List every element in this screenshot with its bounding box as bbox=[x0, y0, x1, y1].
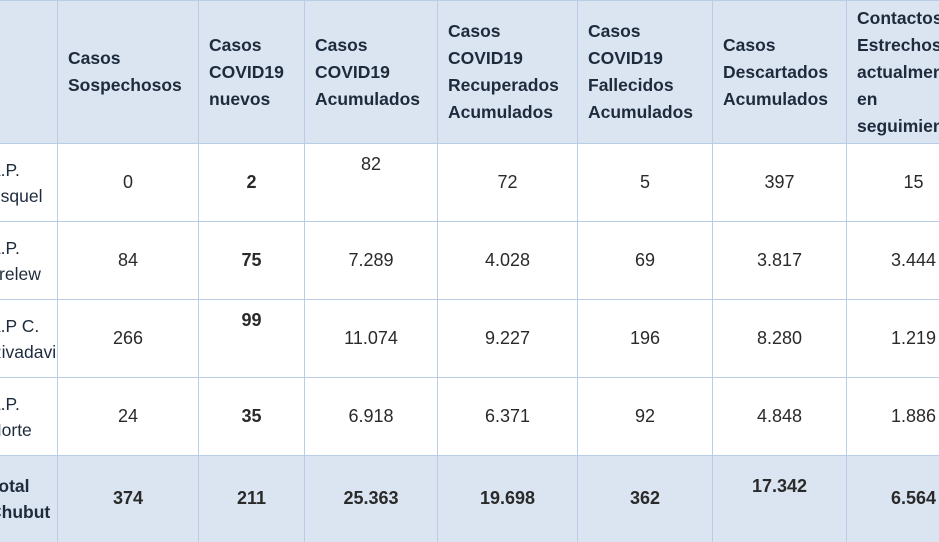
total-cell: 374 bbox=[58, 456, 199, 542]
table-cell: 0 bbox=[58, 144, 199, 222]
table-cell: 3.444 bbox=[847, 222, 939, 300]
header-fallecidos-acumulados: Casos COVID19 Fallecidos Acumulados bbox=[578, 1, 713, 144]
table-row: A.P C. Rivadavia 266 99 11.074 9.227 196… bbox=[0, 300, 939, 378]
header-casos-acumulados: Casos COVID19 Acumulados bbox=[305, 1, 438, 144]
table-cell: 69 bbox=[578, 222, 713, 300]
row-label-total-chubut: Total Chubut bbox=[0, 456, 58, 542]
table-cell: 266 bbox=[58, 300, 199, 378]
table-cell: 4.848 bbox=[713, 378, 847, 456]
total-cell: 362 bbox=[578, 456, 713, 542]
table-cell: 75 bbox=[199, 222, 305, 300]
table-cell: 196 bbox=[578, 300, 713, 378]
table-cell: 8.280 bbox=[713, 300, 847, 378]
table-cell: 5 bbox=[578, 144, 713, 222]
header-recuperados-acumulados: Casos COVID19 Recuperados Acumulados bbox=[438, 1, 578, 144]
total-row: Total Chubut 374 211 25.363 19.698 362 1… bbox=[0, 456, 939, 542]
table-cell: 99 bbox=[199, 300, 305, 378]
table-cell: 15 bbox=[847, 144, 939, 222]
row-label-trelew: A.P. Trelew bbox=[0, 222, 58, 300]
table-cell: 397 bbox=[713, 144, 847, 222]
table-cell: 6.371 bbox=[438, 378, 578, 456]
table-cell: 4.028 bbox=[438, 222, 578, 300]
table-cell: 9.227 bbox=[438, 300, 578, 378]
table-row: A.P. Esquel 0 2 82 72 5 397 15 bbox=[0, 144, 939, 222]
header-corner bbox=[0, 1, 58, 144]
table-cell: 1.886 bbox=[847, 378, 939, 456]
table-cell: 1.219 bbox=[847, 300, 939, 378]
header-contactos-estrechos: Contactos Estrechos actualmente en segui… bbox=[847, 1, 939, 144]
total-cell: 19.698 bbox=[438, 456, 578, 542]
total-cell: 211 bbox=[199, 456, 305, 542]
table-cell: 7.289 bbox=[305, 222, 438, 300]
table-cell: 82 bbox=[305, 144, 438, 222]
header-casos-sospechosos: Casos Sospechosos bbox=[58, 1, 199, 144]
table-cell: 92 bbox=[578, 378, 713, 456]
header-row: Casos Sospechosos Casos COVID19 nuevos C… bbox=[0, 1, 939, 144]
total-cell: 25.363 bbox=[305, 456, 438, 542]
table-row: A.P. Trelew 84 75 7.289 4.028 69 3.817 3… bbox=[0, 222, 939, 300]
table-cell: 35 bbox=[199, 378, 305, 456]
table-cell: 11.074 bbox=[305, 300, 438, 378]
row-label-norte: A.P. Norte bbox=[0, 378, 58, 456]
table-cell: 2 bbox=[199, 144, 305, 222]
total-cell: 6.564 bbox=[847, 456, 939, 542]
covid-table-frame: Casos Sospechosos Casos COVID19 nuevos C… bbox=[0, 0, 939, 526]
table-cell: 3.817 bbox=[713, 222, 847, 300]
table-row: A.P. Norte 24 35 6.918 6.371 92 4.848 1.… bbox=[0, 378, 939, 456]
header-casos-nuevos: Casos COVID19 nuevos bbox=[199, 1, 305, 144]
table-cell: 6.918 bbox=[305, 378, 438, 456]
table-cell: 24 bbox=[58, 378, 199, 456]
row-label-rivadavia: A.P C. Rivadavia bbox=[0, 300, 58, 378]
total-cell: 17.342 bbox=[713, 456, 847, 542]
table-cell: 84 bbox=[58, 222, 199, 300]
table-cell: 72 bbox=[438, 144, 578, 222]
row-label-esquel: A.P. Esquel bbox=[0, 144, 58, 222]
header-descartados-acumulados: Casos Descartados Acumulados bbox=[713, 1, 847, 144]
